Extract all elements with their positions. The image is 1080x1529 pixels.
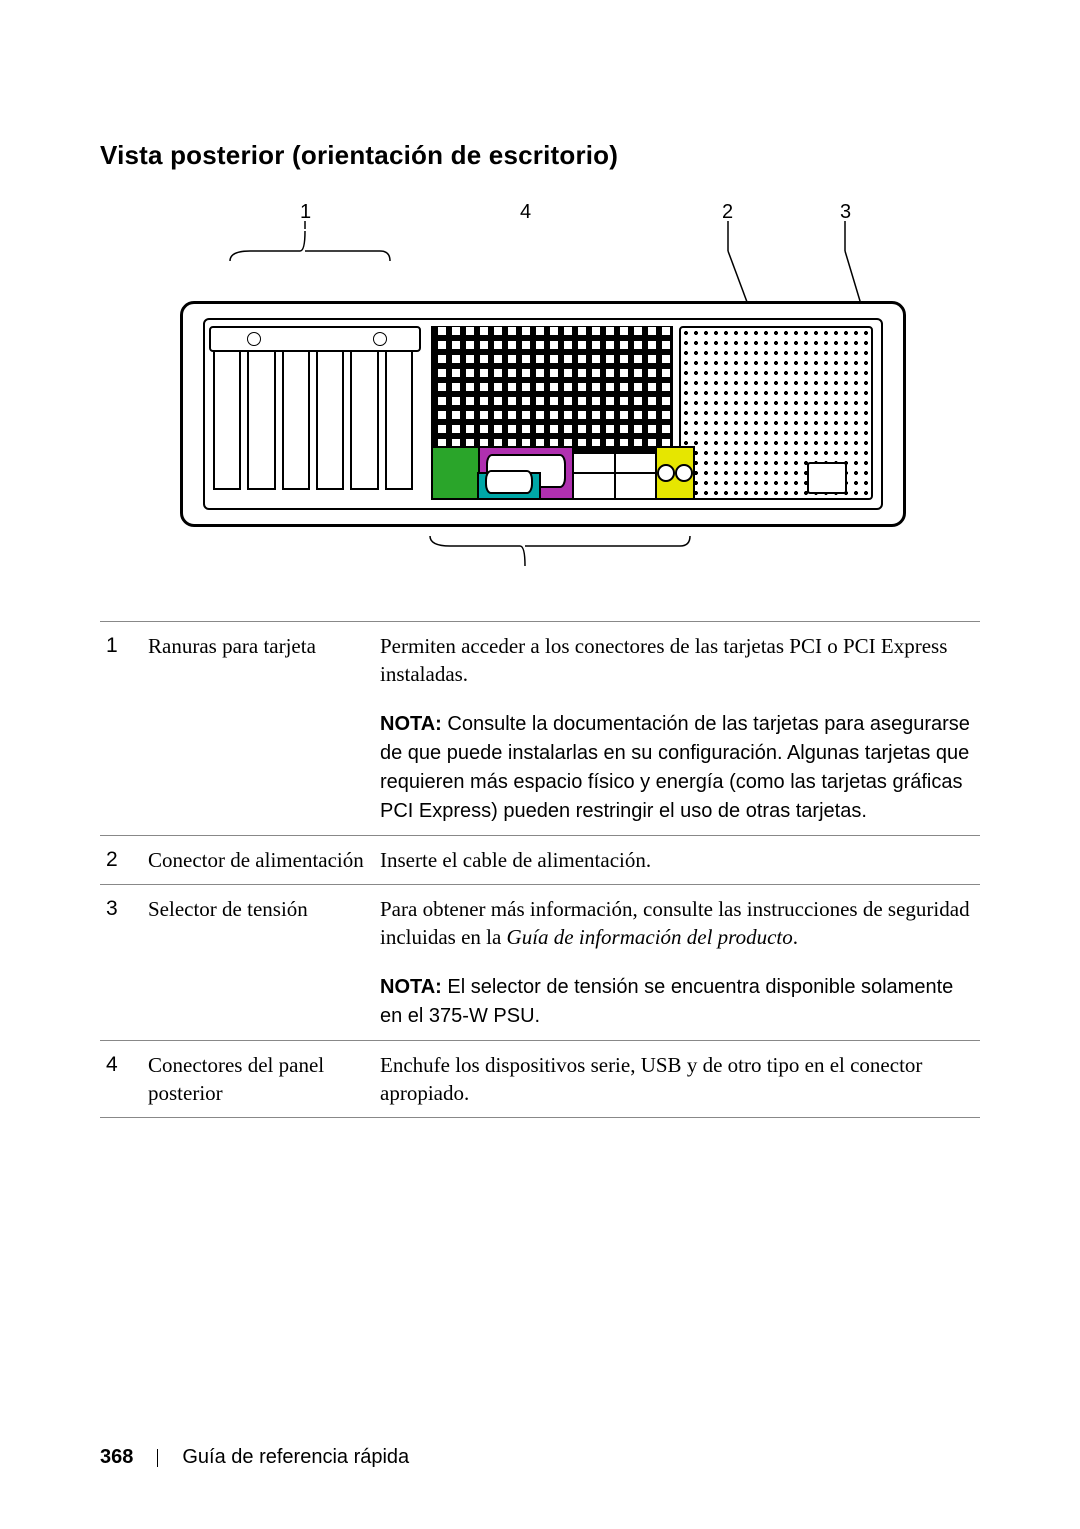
pci-slot (316, 350, 344, 490)
power-connector-icon (807, 462, 847, 494)
row-desc: Enchufe los dispositivos serie, USB y de… (374, 1040, 980, 1118)
note-body: El selector de tensión se encuentra disp… (380, 976, 953, 1027)
note-label: NOTA: (380, 713, 442, 735)
pci-slot (247, 350, 275, 490)
row-index: 2 (100, 835, 142, 884)
serial-port-icon (477, 472, 541, 500)
card-slot-plate (209, 326, 421, 352)
table-row: 3 Selector de tensión Para obtener más i… (100, 885, 980, 962)
ps2-port-icon (433, 448, 480, 498)
note-text: NOTA: Consulte la documentación de las t… (380, 713, 970, 822)
note-body: Consulte la documentación de las tarjeta… (380, 713, 970, 822)
pci-slot (385, 350, 413, 490)
row-desc-italic: Guía de información del producto (507, 925, 793, 949)
note-label: NOTA: (380, 976, 442, 998)
usb-ports-icon (616, 448, 657, 498)
footer-separator (157, 1449, 158, 1467)
row-index: 3 (100, 885, 142, 962)
row-term: Conectores del panel posterior (142, 1040, 374, 1118)
table-row: 2 Conector de alimentación Inserte el ca… (100, 835, 980, 884)
manual-page: Vista posterior (orientación de escritor… (0, 0, 1080, 1529)
row-index: 1 (100, 622, 142, 699)
chassis-outline (180, 301, 906, 527)
io-connector-strip (431, 446, 695, 500)
row-desc: Inserte el cable de alimentación. (374, 835, 980, 884)
table-row: NOTA: El selector de tensión se encuentr… (100, 962, 980, 1041)
footer-title: Guía de referencia rápida (182, 1446, 409, 1469)
note-text: NOTA: El selector de tensión se encuentr… (380, 976, 953, 1027)
usb-ports-icon (574, 448, 615, 498)
audio-jacks-icon (657, 448, 693, 498)
vent-grid (431, 326, 673, 454)
page-footer: 368 Guía de referencia rápida (100, 1446, 409, 1469)
table-row: NOTA: Consulte la documentación de las t… (100, 699, 980, 836)
row-desc: Permiten acceder a los conectores de las… (374, 622, 980, 699)
row-desc-part: . (793, 925, 798, 949)
screw-icon (373, 332, 387, 346)
row-term: Ranuras para tarjeta (142, 622, 374, 699)
row-term: Selector de tensión (142, 885, 374, 962)
pci-slot (213, 350, 241, 490)
pci-slot (282, 350, 310, 490)
row-term: Conector de alimentación (142, 835, 374, 884)
table-row: 4 Conectores del panel posterior Enchufe… (100, 1040, 980, 1118)
audio-jack-icon (657, 464, 675, 482)
rear-view-diagram: 1 2 3 4 (180, 201, 900, 601)
callout-legend-table: 1 Ranuras para tarjeta Permiten acceder … (100, 621, 980, 1118)
pci-slots (213, 350, 413, 490)
section-heading: Vista posterior (orientación de escritor… (100, 140, 980, 171)
row-index: 4 (100, 1040, 142, 1118)
pci-slot (350, 350, 378, 490)
table-row: 1 Ranuras para tarjeta Permiten acceder … (100, 622, 980, 699)
screw-icon (247, 332, 261, 346)
page-number: 368 (100, 1446, 133, 1469)
audio-jack-icon (675, 464, 693, 482)
row-desc: Para obtener más información, consulte l… (374, 885, 980, 962)
